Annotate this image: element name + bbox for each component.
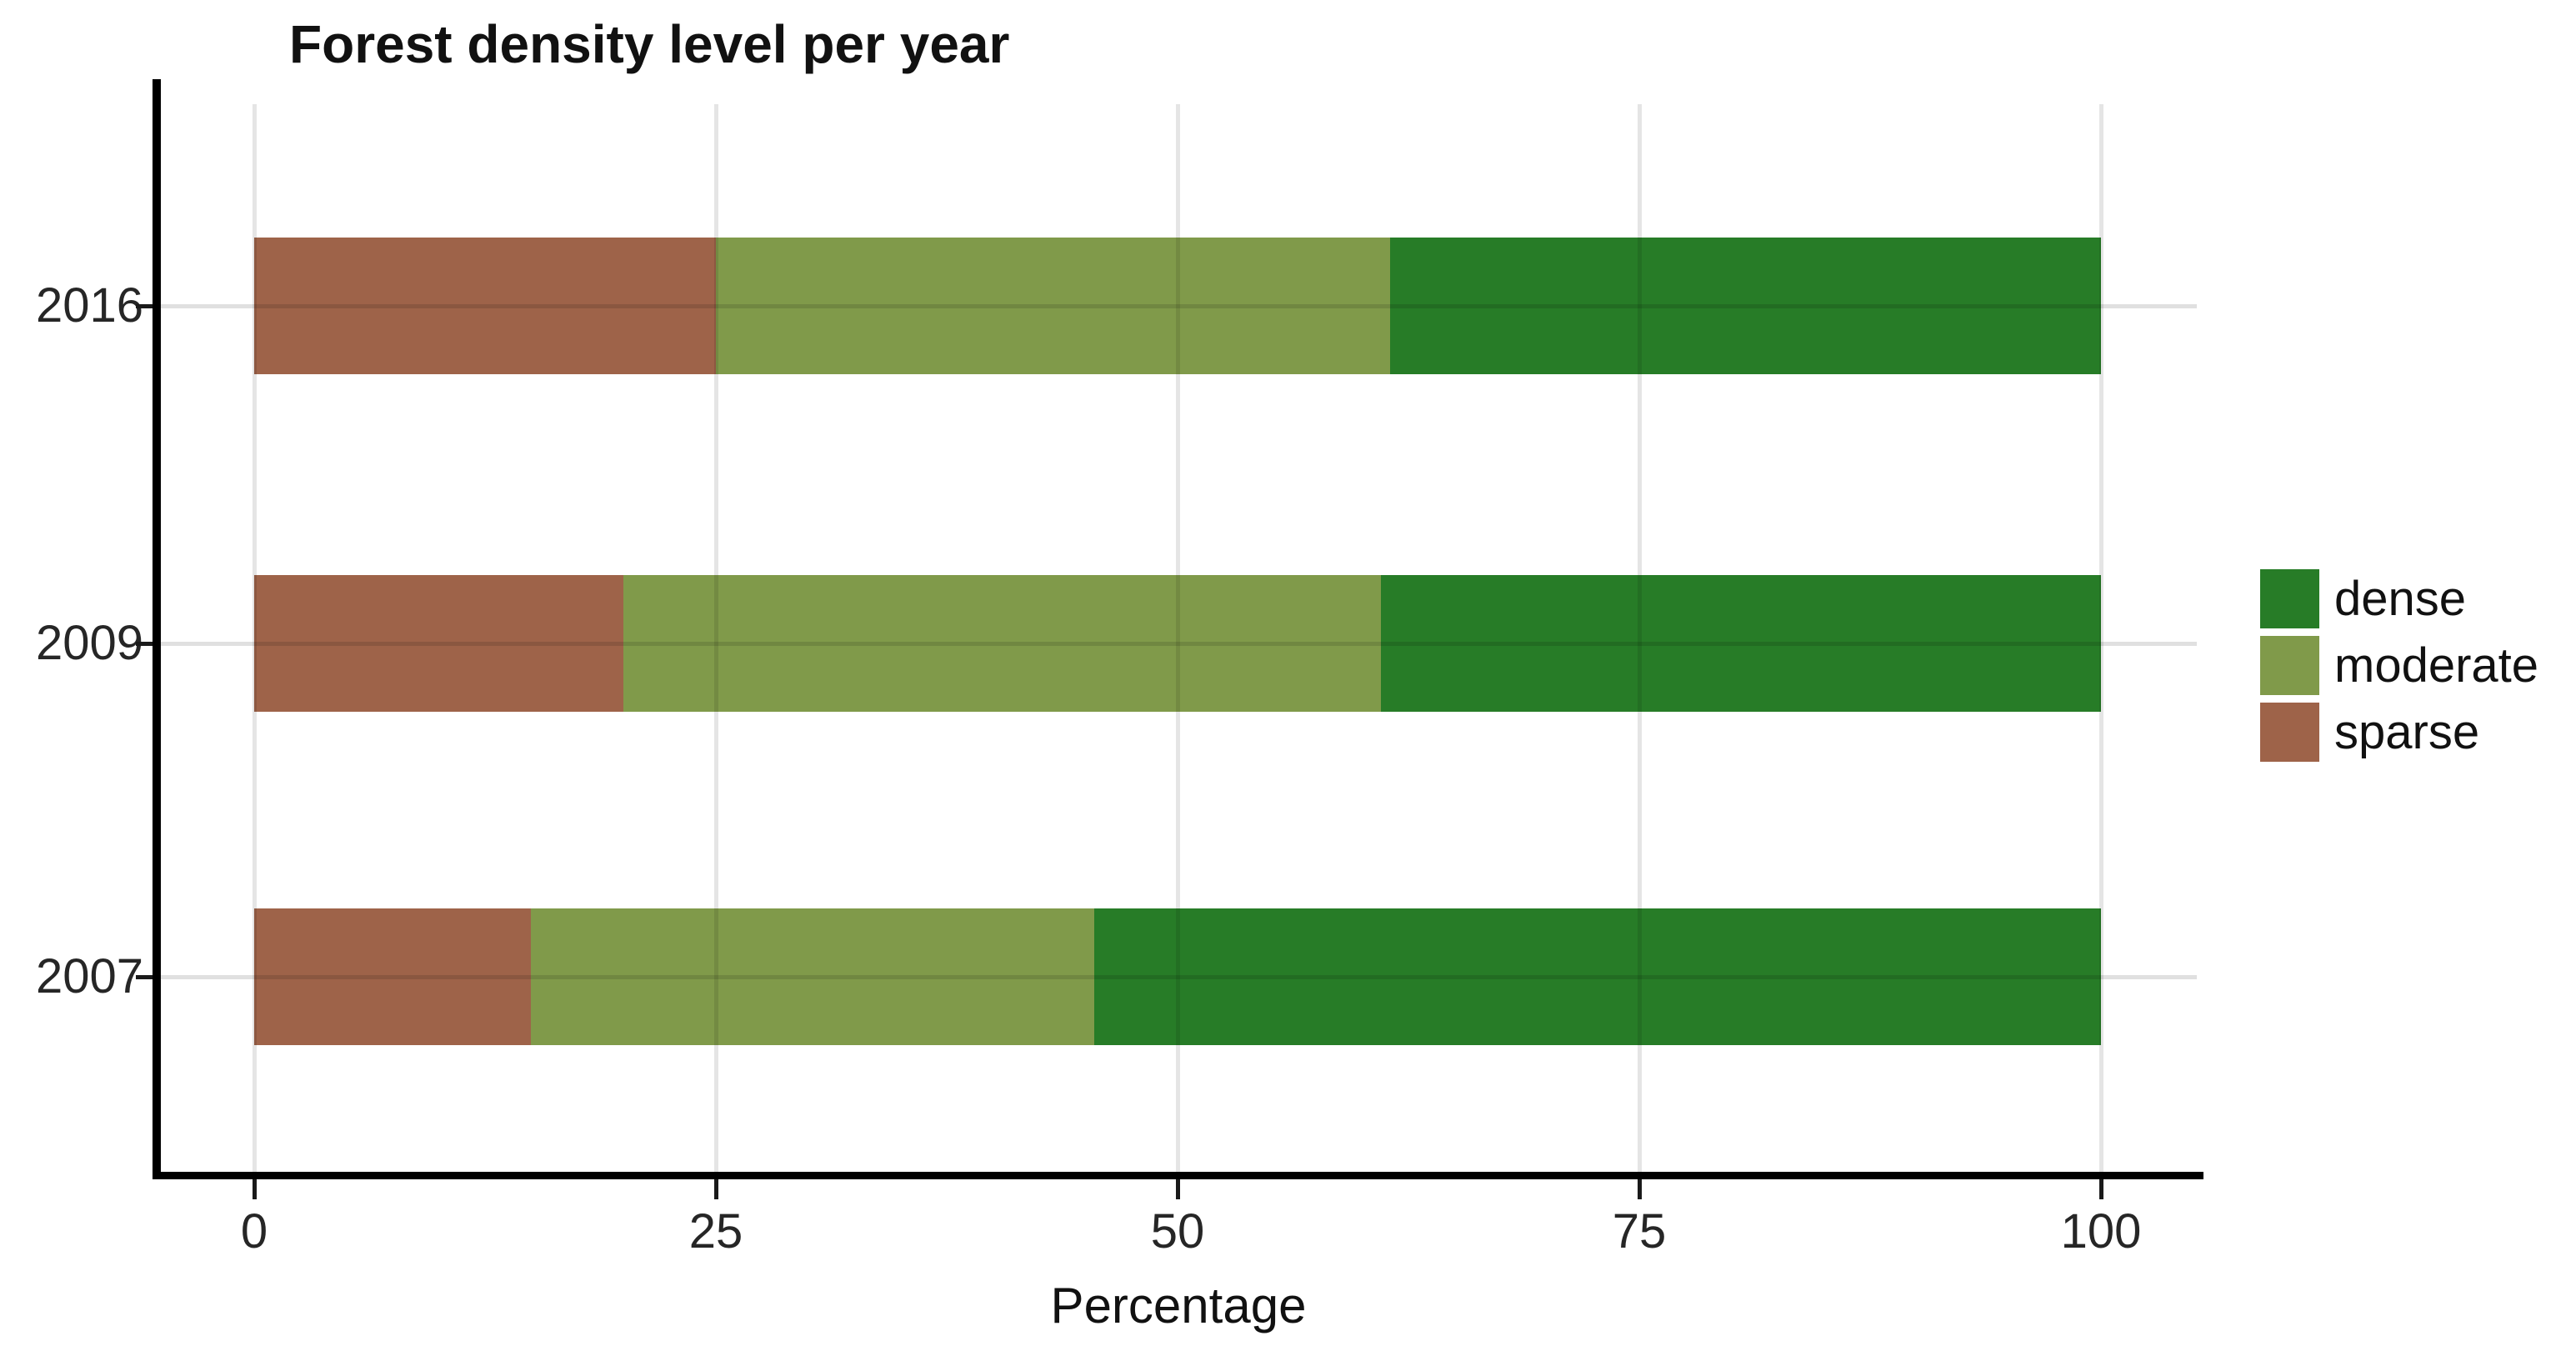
y-gridline <box>161 974 2197 979</box>
x-gridline <box>1175 104 1180 1172</box>
y-tick-label: 2007 <box>35 949 143 1003</box>
chart-title: Forest density level per year <box>289 14 1010 74</box>
x-gridline <box>1637 104 1642 1172</box>
x-axis-line <box>153 1172 2203 1179</box>
x-tick-mark <box>252 1179 257 1199</box>
x-tick-mark <box>713 1179 718 1199</box>
bar-segment-2016-dense <box>1389 238 2101 374</box>
x-gridline <box>252 104 257 1172</box>
legend-key-moderate <box>2260 636 2319 695</box>
y-gridline <box>161 303 2197 308</box>
x-tick-mark <box>1175 1179 1180 1199</box>
x-tick-label: 0 <box>240 1204 268 1258</box>
legend-label: sparse <box>2334 705 2480 759</box>
bar-segment-2007-moderate <box>531 908 1095 1045</box>
x-gridline <box>713 104 718 1172</box>
x-tick-label: 100 <box>2060 1204 2142 1258</box>
legend: dense moderate sparse <box>2260 569 2538 769</box>
bar-segment-2016-moderate <box>716 238 1390 374</box>
y-tick-mark <box>136 641 153 646</box>
legend-key-dense <box>2260 569 2319 628</box>
bar-segment-2009-sparse <box>254 575 624 712</box>
y-axis-line <box>153 79 161 1179</box>
y-gridline <box>161 641 2197 646</box>
legend-label: dense <box>2334 572 2467 626</box>
bar-segment-2009-moderate <box>623 575 1381 712</box>
bar-segment-2009-dense <box>1380 575 2101 712</box>
legend-row: moderate <box>2260 636 2538 695</box>
y-tick-label: 2009 <box>35 616 143 670</box>
y-tick-label: 2016 <box>35 278 143 333</box>
legend-label: moderate <box>2334 638 2539 693</box>
y-tick-mark <box>136 303 153 308</box>
legend-key-sparse <box>2260 703 2319 762</box>
bar-segment-2007-dense <box>1094 908 2101 1045</box>
x-tick-mark <box>1637 1179 1642 1199</box>
x-axis-title: Percentage <box>1050 1278 1307 1333</box>
y-tick-mark <box>136 974 153 979</box>
x-tick-label: 25 <box>688 1204 743 1258</box>
x-tick-label: 75 <box>1612 1204 1667 1258</box>
bar-segment-2007-sparse <box>254 908 532 1045</box>
bar-segment-2016-sparse <box>254 238 716 374</box>
x-gridline <box>2098 104 2103 1172</box>
legend-row: sparse <box>2260 703 2538 762</box>
legend-row: dense <box>2260 569 2538 628</box>
x-tick-mark <box>2098 1179 2103 1199</box>
x-tick-label: 50 <box>1150 1204 1205 1258</box>
